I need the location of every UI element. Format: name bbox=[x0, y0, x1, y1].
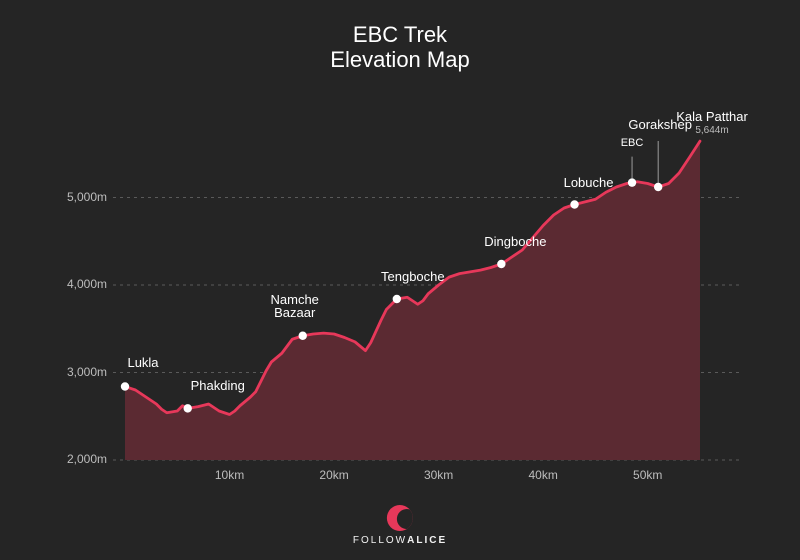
waypoint-label: Kala Patthar bbox=[676, 110, 748, 124]
waypoint-label: Dingboche bbox=[484, 235, 546, 249]
logo-text: FOLLOWALICE bbox=[353, 535, 447, 546]
x-axis-label: 30km bbox=[424, 468, 453, 482]
title-line-2: Elevation Map bbox=[0, 47, 800, 72]
waypoint-label: Phakding bbox=[191, 379, 245, 393]
waypoint-marker bbox=[393, 295, 401, 303]
y-axis-label: 5,000m bbox=[67, 190, 107, 204]
x-axis-label: 40km bbox=[529, 468, 558, 482]
waypoint-marker bbox=[299, 332, 307, 340]
elevation-chart: EBC Trek Elevation Map 2,000m 3,000m 4,000… bbox=[0, 0, 800, 560]
waypoint-sublabel: 5,644m bbox=[695, 125, 728, 136]
x-axis-label: 20km bbox=[319, 468, 348, 482]
x-axis-label: 50km bbox=[633, 468, 662, 482]
chart-title: EBC Trek Elevation Map bbox=[0, 22, 800, 73]
waypoint-marker bbox=[497, 260, 505, 268]
brand-logo: FOLLOWALICE bbox=[353, 505, 447, 546]
logo-icon bbox=[387, 505, 413, 531]
logo-bold: ALICE bbox=[407, 535, 447, 546]
waypoint-marker bbox=[570, 200, 578, 208]
y-axis-label: 3,000m bbox=[67, 365, 107, 379]
waypoint-label: Lukla bbox=[127, 356, 158, 370]
logo-prefix: FOLLOW bbox=[353, 535, 407, 546]
waypoint-marker bbox=[121, 382, 129, 390]
x-axis-label: 10km bbox=[215, 468, 244, 482]
y-axis-label: 4,000m bbox=[67, 277, 107, 291]
title-line-1: EBC Trek bbox=[0, 22, 800, 47]
waypoint-marker bbox=[184, 404, 192, 412]
waypoint-marker bbox=[654, 183, 662, 191]
waypoint-label: EBC bbox=[621, 138, 644, 150]
waypoint-label: Lobuche bbox=[564, 176, 614, 190]
y-axis-label: 2,000m bbox=[67, 452, 107, 466]
waypoint-label: Tengboche bbox=[381, 270, 445, 284]
waypoint-marker bbox=[628, 178, 636, 186]
waypoint-label: NamcheBazaar bbox=[271, 293, 319, 320]
